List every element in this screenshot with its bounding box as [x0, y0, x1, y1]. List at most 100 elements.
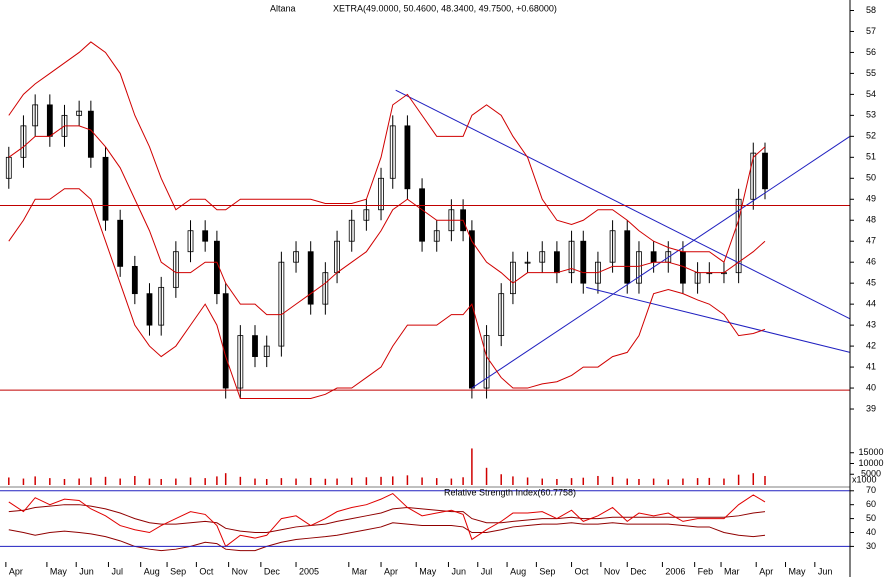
bollinger-band [8, 41, 766, 263]
rsi-title: Relative Strength Index(60.7758) [444, 487, 576, 497]
volume-bar [8, 477, 10, 485]
x-tick-label: Apr [759, 566, 773, 576]
volume-bar [737, 474, 740, 485]
x-tick-label: Mar [352, 566, 368, 576]
y-tick-label: 49 [866, 194, 876, 204]
volume-bar [365, 477, 368, 485]
volume-bar [160, 478, 162, 485]
trend-line [395, 89, 851, 320]
volume-bar [526, 477, 529, 485]
x-tick-label: Oct [575, 566, 590, 576]
y-tick-label: 15000 [858, 447, 883, 457]
volume-bar [22, 478, 25, 485]
y-tick-label: 45 [866, 278, 876, 288]
volume-bar [78, 478, 80, 485]
volume-bar [597, 475, 599, 485]
volume-bar [90, 477, 92, 485]
y-tick-label: 55 [866, 68, 876, 78]
volume-bar [570, 478, 573, 485]
x-tick-label: Aug [144, 566, 160, 576]
y-tick-label: 50 [866, 513, 876, 523]
volume-bar [723, 478, 725, 485]
bollinger-band [8, 125, 766, 316]
volume-bar [254, 478, 256, 485]
volume-bar [462, 477, 464, 485]
volume-bar [638, 478, 640, 485]
volume-bar [708, 477, 711, 485]
y-tick-label: 40 [866, 382, 876, 392]
volume-bar [104, 476, 107, 485]
x-tick-label: 2005 [299, 566, 319, 576]
volume-bar [541, 478, 543, 485]
volume-bar [380, 476, 382, 485]
volume-bar [148, 478, 151, 485]
y-tick-label: 39 [866, 403, 876, 413]
y-tick-label: 54 [866, 89, 876, 99]
rsi-line [8, 504, 766, 533]
volume-bar [764, 475, 766, 485]
volume-bar [406, 475, 409, 485]
volume-bar [696, 478, 699, 485]
y-tick-label: 10000 [858, 458, 883, 468]
chart-title: Altana [270, 3, 296, 13]
y-tick-label: 46 [866, 257, 876, 267]
volume-bar [582, 477, 585, 485]
x-tick-label: May [419, 566, 437, 576]
x-tick-label: Jun [818, 566, 833, 576]
volume-bar [119, 478, 121, 485]
volume-unit: x1000 [852, 474, 877, 484]
x-tick-label: Dec [264, 566, 281, 576]
volume-bar [611, 476, 614, 485]
volume-bar [667, 479, 670, 485]
rsi-line [8, 492, 766, 548]
x-tick-label: Feb [698, 566, 714, 576]
y-tick-label: 58 [866, 5, 876, 15]
y-tick-label: 56 [866, 47, 876, 57]
x-tick-label: May [789, 566, 807, 576]
bollinger-band [8, 188, 766, 400]
y-tick-label: 44 [866, 299, 876, 309]
volume-bar [500, 474, 502, 485]
volume-bar [295, 478, 297, 485]
volume-bar [626, 478, 628, 485]
y-tick-label: 40 [866, 527, 876, 537]
volume-bar [652, 478, 655, 485]
x-tick-label: Nov [232, 566, 249, 576]
y-tick-label: 50 [866, 173, 876, 183]
x-tick-label: Apr [384, 566, 398, 576]
volume-bar [392, 476, 394, 485]
y-tick-label: 48 [866, 215, 876, 225]
x-tick-label: Sep [170, 566, 186, 576]
volume-bar [265, 478, 268, 485]
volume-bar [324, 478, 327, 485]
chart-subtitle: XETRA(49.0000, 50.4600, 48.3400, 49.7500… [333, 3, 557, 13]
x-tick-label: Oct [199, 566, 214, 576]
x-tick-label: Jul [111, 566, 123, 576]
volume-bar [175, 478, 177, 485]
x-tick-label: Jun [451, 566, 466, 576]
volume-bar [471, 448, 473, 485]
volume-bar [134, 475, 136, 485]
y-tick-label: 51 [866, 152, 876, 162]
volume-bar [49, 478, 51, 485]
y-tick-label: 41 [866, 361, 876, 371]
x-tick-label: Dec [630, 566, 647, 576]
volume-bar [336, 478, 338, 485]
volume-bar [189, 477, 192, 485]
volume-bar [512, 476, 514, 485]
volume-bar [556, 478, 558, 485]
x-tick-label: May [50, 566, 68, 576]
volume-bar [216, 476, 218, 485]
volume-bar [204, 478, 206, 485]
y-tick-label: 53 [866, 110, 876, 120]
trend-line [586, 286, 851, 353]
x-tick-label: Nov [604, 566, 621, 576]
x-tick-label: Apr [9, 566, 23, 576]
volume-bar [752, 473, 755, 485]
x-tick-label: Jul [481, 566, 493, 576]
x-tick-label: Sep [539, 566, 555, 576]
y-tick-label: 5000 [861, 469, 881, 479]
y-tick-label: 42 [866, 340, 876, 350]
volume-bar [239, 476, 242, 485]
